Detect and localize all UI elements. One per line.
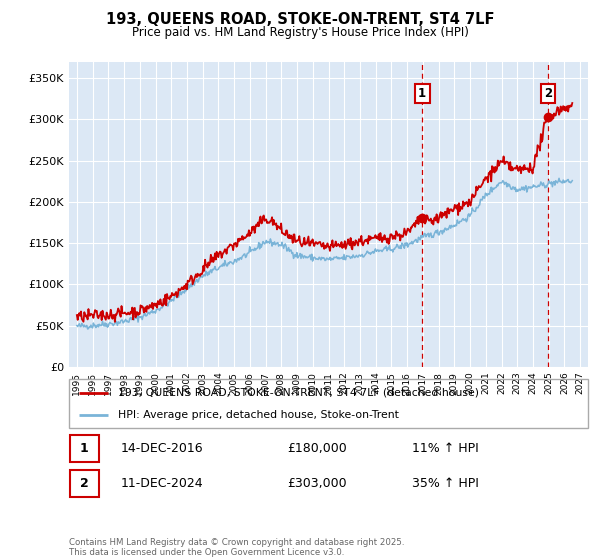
- Text: 11-DEC-2024: 11-DEC-2024: [121, 477, 203, 490]
- Text: Price paid vs. HM Land Registry's House Price Index (HPI): Price paid vs. HM Land Registry's House …: [131, 26, 469, 39]
- Text: 1: 1: [80, 442, 88, 455]
- Text: 2: 2: [544, 87, 552, 100]
- Text: 35% ↑ HPI: 35% ↑ HPI: [412, 477, 478, 490]
- Text: Contains HM Land Registry data © Crown copyright and database right 2025.
This d: Contains HM Land Registry data © Crown c…: [69, 538, 404, 557]
- Text: 14-DEC-2016: 14-DEC-2016: [121, 442, 203, 455]
- Text: HPI: Average price, detached house, Stoke-on-Trent: HPI: Average price, detached house, Stok…: [118, 409, 399, 419]
- Text: £303,000: £303,000: [287, 477, 347, 490]
- Text: 1: 1: [418, 87, 426, 100]
- Text: 193, QUEENS ROAD, STOKE-ON-TRENT, ST4 7LF (detached house): 193, QUEENS ROAD, STOKE-ON-TRENT, ST4 7L…: [118, 388, 479, 398]
- Text: 11% ↑ HPI: 11% ↑ HPI: [412, 442, 478, 455]
- Text: £180,000: £180,000: [287, 442, 347, 455]
- Text: 2: 2: [80, 477, 88, 490]
- Bar: [70, 435, 98, 462]
- Text: 193, QUEENS ROAD, STOKE-ON-TRENT, ST4 7LF: 193, QUEENS ROAD, STOKE-ON-TRENT, ST4 7L…: [106, 12, 494, 27]
- Bar: [70, 470, 98, 497]
